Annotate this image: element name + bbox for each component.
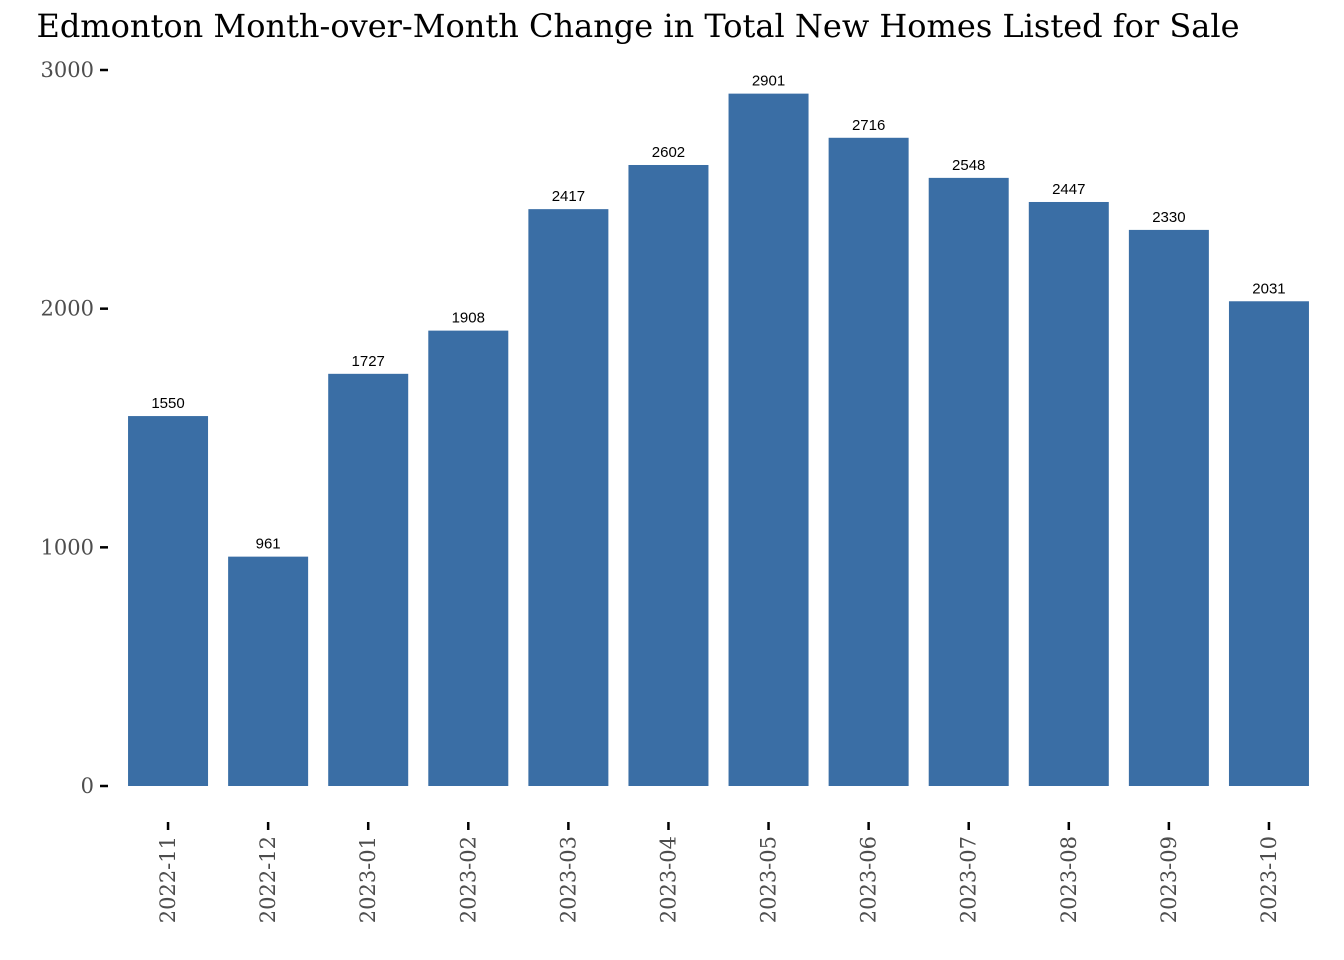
x-tick-label: 2023-07 [957, 836, 981, 923]
y-tick-label: 1000 [41, 535, 94, 559]
x-tick-label: 2022-12 [256, 836, 280, 923]
bar [228, 556, 309, 786]
data-label: 2447 [1052, 181, 1085, 198]
x-tick-label: 2022-11 [156, 836, 180, 923]
bar [528, 209, 609, 786]
y-tick-label: 3000 [41, 58, 94, 82]
x-tick-label: 2023-05 [757, 836, 781, 923]
bar [1028, 201, 1109, 786]
data-label: 2031 [1252, 280, 1285, 297]
data-label: 2548 [952, 157, 985, 174]
bar [728, 93, 809, 787]
bar [1128, 229, 1209, 786]
x-tick-label: 2023-06 [857, 836, 881, 923]
data-label: 1908 [452, 310, 485, 327]
y-axis: 0 1000 2000 3000 [41, 58, 108, 798]
x-tick-label: 2023-08 [1057, 836, 1081, 923]
x-tick-label: 2023-02 [456, 836, 480, 923]
x-tick-label: 2023-01 [356, 836, 380, 923]
data-label: 1727 [352, 353, 385, 370]
data-label: 1550 [151, 395, 184, 412]
x-tick-label: 2023-04 [656, 836, 680, 923]
y-tick-label: 2000 [41, 297, 94, 321]
data-label: 961 [256, 536, 281, 553]
bar [1228, 301, 1309, 786]
x-tick-label: 2023-10 [1257, 836, 1281, 923]
x-tick-label: 2023-03 [556, 836, 580, 923]
x-tick-label: 2023-09 [1157, 836, 1181, 923]
data-label: 2330 [1152, 209, 1185, 226]
bar [328, 373, 409, 786]
bar [428, 330, 509, 786]
bar [128, 416, 209, 786]
bar [828, 137, 909, 787]
x-axis: 2022-11 2022-12 2023-01 2023-02 2023-03 2023-… [156, 822, 1281, 923]
bar [928, 177, 1009, 787]
bars [128, 93, 1309, 787]
bar [628, 164, 709, 787]
data-label: 2602 [652, 144, 685, 161]
chart-title: Edmonton Month-over-Month Change in Tota… [36, 7, 1239, 45]
data-label: 2901 [752, 73, 785, 90]
data-labels: 1550 961 1727 1908 2417 2602 2901 2716 2548 2447 2… [151, 73, 1285, 553]
data-label: 2716 [852, 117, 885, 134]
y-tick-label: 0 [81, 774, 94, 798]
data-label: 2417 [552, 188, 585, 205]
